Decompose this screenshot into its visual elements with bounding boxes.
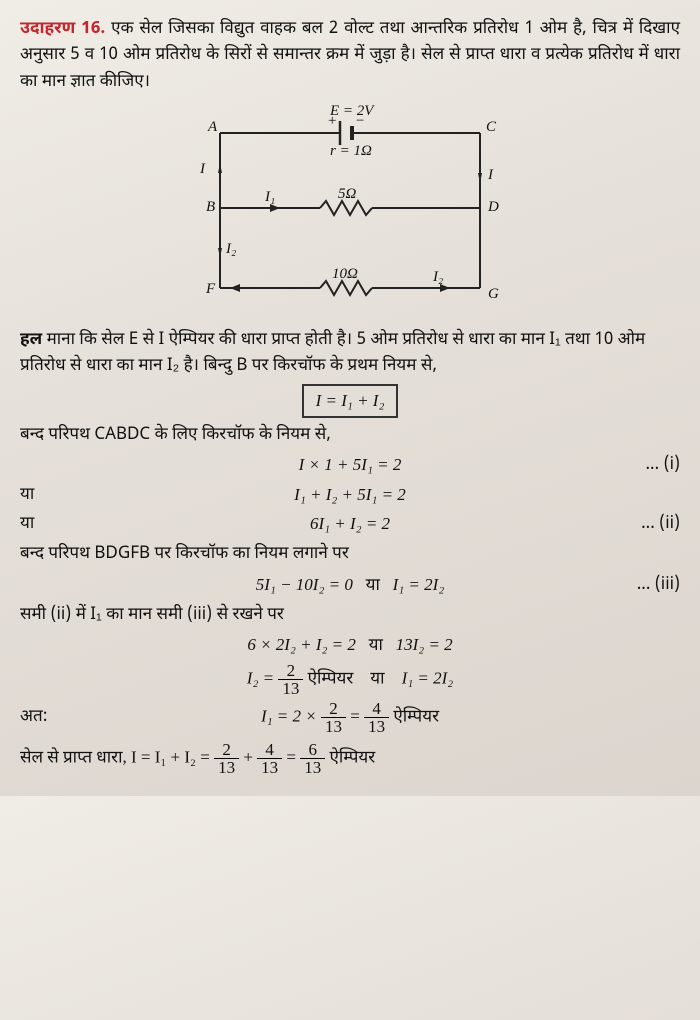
cell-current-line: सेल से प्राप्त धारा, I = I₁ + I₂ = 213 +…: [20, 741, 680, 776]
node-G: G: [488, 286, 499, 302]
line-cabdc: बन्द परिपथ CABDC के लिए किरचॉफ के नियम स…: [20, 422, 680, 448]
or-1: या: [20, 482, 80, 508]
eq-iii: 5I₁ − 10I₂ = 0 या I₁ = 2I₂: [80, 572, 620, 598]
eqn-iii: ... (iii): [620, 572, 680, 598]
r2-label: 10Ω: [332, 266, 358, 282]
eqn-i: ... (i): [620, 452, 680, 478]
question-text: एक सेल जिसका विद्युत वाहक बल 2 वोल्ट तथा…: [20, 18, 680, 93]
current-I2-left: I₂: [225, 241, 236, 257]
current-I-right: I: [487, 167, 494, 183]
line-bdgfb: बन्द परिपथ BDGFB पर किरचॉफ का नियम लगाने…: [20, 541, 680, 567]
eq-sub: I₁ + I₂ + 5I₁ = 2: [80, 482, 620, 508]
solution-block: हल माना कि सेल E से I ऐम्पियर की धारा प्…: [20, 327, 680, 776]
eqn-ii: ... (ii): [620, 511, 680, 537]
node-F: F: [205, 281, 216, 297]
current-I1: I₁: [264, 189, 275, 205]
node-D: D: [487, 199, 499, 215]
node-C: C: [486, 119, 497, 135]
node-A: A: [207, 119, 218, 135]
r-label: r = 1Ω: [330, 143, 372, 159]
eq-I1-final: I₁ = 2 × 213 = 413 ऐम्पियर: [80, 700, 620, 735]
or-2: या: [20, 511, 80, 537]
eq-6x2: 6 × 2I₂ + I₂ = 2 या 13I₂ = 2: [80, 632, 620, 658]
boxed-equation: I = I₁ + I₂: [302, 384, 399, 418]
line-sub2: समी (ii) में I₁ का मान समी (iii) से रखने…: [20, 602, 680, 628]
e-label: E = 2V: [329, 103, 375, 119]
eq-I2: I₂ = 213 ऐम्पियर या I₁ = 2I₂: [80, 662, 620, 697]
current-I-left: I: [199, 161, 206, 177]
circuit-diagram: + − E = 2V r = 1Ω 5Ω 10Ω I I I₁ I₂ I₂ A …: [20, 103, 680, 313]
atah: अत:: [20, 704, 80, 730]
current-I2-bottom: I₂: [432, 269, 443, 285]
r1-label: 5Ω: [338, 186, 357, 202]
eq-i: I × 1 + 5I₁ = 2: [80, 452, 620, 478]
solution-intro: माना कि सेल E से I ऐम्पियर की धारा प्राप…: [20, 329, 645, 377]
eq-ii: 6I₁ + I₂ = 2: [80, 511, 620, 537]
question-block: उदाहरण 16. एक सेल जिसका विद्युत वाहक बल …: [20, 16, 680, 95]
solution-label: हल: [20, 329, 42, 351]
example-label: उदाहरण 16.: [20, 18, 105, 40]
node-B: B: [206, 199, 215, 215]
